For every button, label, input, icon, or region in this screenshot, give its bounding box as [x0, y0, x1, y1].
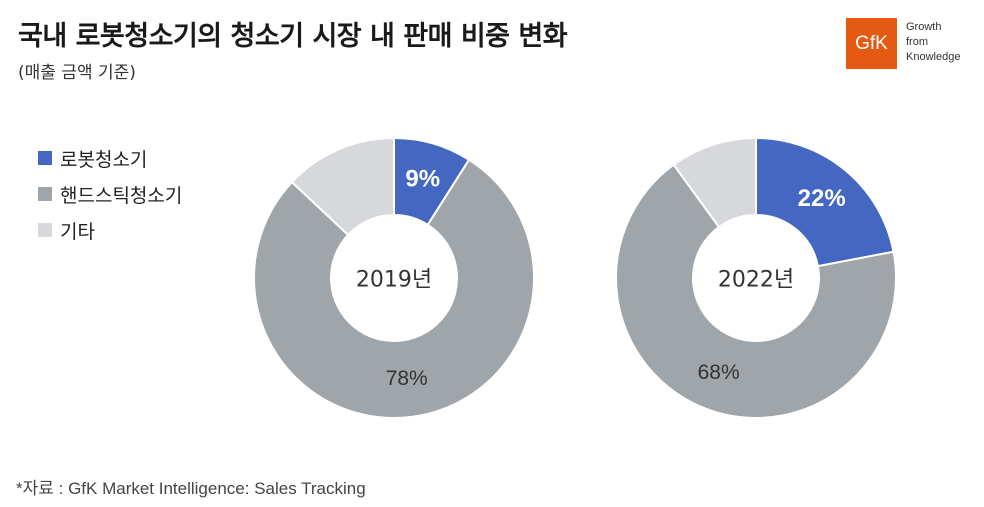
legend-label: 로봇청소기 [60, 148, 148, 171]
legend-item-robot: 로봇청소기 [38, 148, 182, 171]
chart-title: 국내 로봇청소기의 청소기 시장 내 판매 비중 변화 [18, 21, 568, 52]
tagline-line: Growth [906, 21, 942, 33]
legend-label: 기타 [60, 220, 95, 243]
donut-slice-2-3 [672, 136, 757, 229]
donut-slice-1-2 [253, 158, 535, 419]
legend-label: 핸드스틱청소기 [60, 184, 183, 207]
data-label: 68% [698, 361, 740, 384]
legend-swatch [38, 223, 52, 237]
gfk-logo: GfK [846, 18, 897, 69]
legend-item-handstick: 핸드스틱청소기 [38, 184, 182, 207]
tagline-line: from [906, 36, 928, 48]
tagline-line: Knowledge [906, 51, 961, 63]
data-label: 78% [386, 367, 428, 390]
legend-swatch [38, 151, 52, 165]
legend: 로봇청소기 핸드스틱청소기 기타 [38, 148, 182, 256]
legend-item-other: 기타 [38, 220, 182, 243]
donut-slice-2-1 [755, 136, 895, 268]
center-year-label: 2019년 [356, 268, 432, 293]
source-note: *자료 : GfK Market Intelligence: Sales Tra… [16, 479, 366, 498]
data-label: 22% [798, 185, 846, 212]
donut-slice-2-2 [615, 163, 897, 419]
logo-text: GfK [855, 32, 888, 54]
donut-slice-1-3 [290, 136, 395, 237]
data-label: 9% [405, 166, 440, 193]
brand-tagline: Growth from Knowledge [906, 20, 960, 65]
legend-swatch [38, 187, 52, 201]
chart-subtitle: (매출 금액 기준) [18, 63, 136, 83]
center-year-label: 2022년 [718, 268, 794, 293]
